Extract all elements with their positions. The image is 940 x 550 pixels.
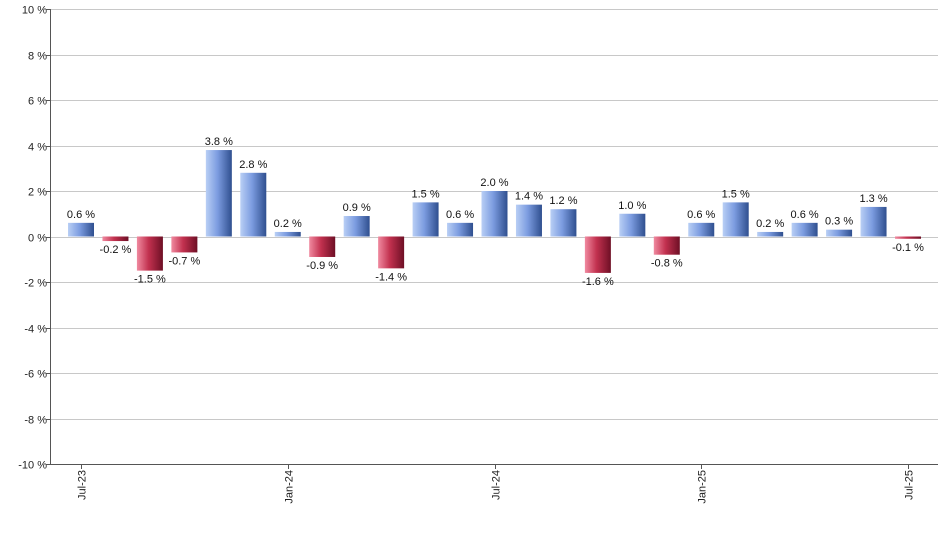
y-tick-label: 2 % [28,187,47,199]
bar [136,236,163,271]
bar-data-label: 1.5 % [722,188,750,200]
bar [584,236,611,273]
y-tick-label: 6 % [28,96,47,108]
bar-data-label: 0.6 % [446,209,474,221]
bar-data-label: 1.0 % [618,200,646,212]
bar-data-label: 0.6 % [687,209,715,221]
bars [68,150,921,273]
bar [619,213,646,237]
y-tick-label: 4 % [28,142,47,154]
bar-data-label: -0.9 % [306,260,338,272]
bar-data-label: 1.3 % [859,193,887,205]
data-labels: 0.6 % -0.2 % -1.5 %-0.7 % 3.8 % 2.8 % 0.2 % -0… [67,136,924,288]
y-tick-label: -10 % [18,460,47,472]
bar-data-label: 1.5 % [412,188,440,200]
bar-data-label: 3.8 % [205,136,233,148]
y-axis-tick-labels: 10 % 8 % 6 % 4 % 2 % 0 % -2 % -4 % -6 % -8 % -10 % [18,5,47,472]
bar-data-label: 0.6 % [791,209,819,221]
bar [826,229,853,237]
bar-data-label: -0.2 % [100,244,132,256]
y-tick-label: -4 % [24,324,47,336]
bar [171,236,198,253]
bar-data-label: 1.4 % [515,191,543,203]
bar-data-label: 2.8 % [239,159,267,171]
y-tick-label: 0 % [28,233,47,245]
x-tick-label: Jan-25 [697,470,709,504]
bar [757,231,784,237]
bar-data-label: 0.2 % [274,218,302,230]
bar [412,202,439,237]
bar-data-label: -0.8 % [651,258,683,270]
bar-data-label: 1.2 % [549,195,577,207]
bar-data-label: -1.6 % [582,276,614,288]
bar [688,222,715,237]
y-tick-label: 10 % [22,5,47,17]
bar [722,202,749,237]
bar-data-label: 0.9 % [343,202,371,214]
y-tick-label: -2 % [24,278,47,290]
bar [240,172,267,237]
x-tick-label: Jul-24 [491,470,503,500]
bar [309,236,336,257]
x-tick-label: Jan-24 [284,470,296,504]
bar-data-label: 0.3 % [825,216,853,228]
bar-data-label: -0.7 % [168,255,200,267]
bar [481,191,508,237]
y-tick-label: -8 % [24,415,47,427]
x-tick-label: Jul-25 [904,470,916,500]
x-tick-label: Jul-23 [77,470,89,500]
bar [791,222,818,237]
y-tick-label: -6 % [24,369,47,381]
axes [46,9,938,469]
bar [274,231,301,237]
bar [653,236,680,255]
bar [343,216,370,237]
bar-data-label: 2.0 % [480,177,508,189]
x-axis-tick-labels: Jul-23 Jan-24 Jul-24 Jan-25 Jul-25 [77,470,916,504]
bar [895,236,921,239]
bar [378,236,405,269]
bar-data-label: -0.1 % [892,242,924,254]
y-tick-label: 8 % [28,51,47,63]
bar [102,236,129,242]
bar-data-label: 0.6 % [67,209,95,221]
bar-data-label: -1.5 % [134,274,166,286]
bar [550,209,577,237]
bar [447,222,474,237]
bar [860,206,887,237]
bar [205,150,232,237]
bar-data-label: -1.4 % [375,271,407,283]
bar [515,204,542,237]
bar [68,222,94,237]
bar-data-label: 0.2 % [756,218,784,230]
